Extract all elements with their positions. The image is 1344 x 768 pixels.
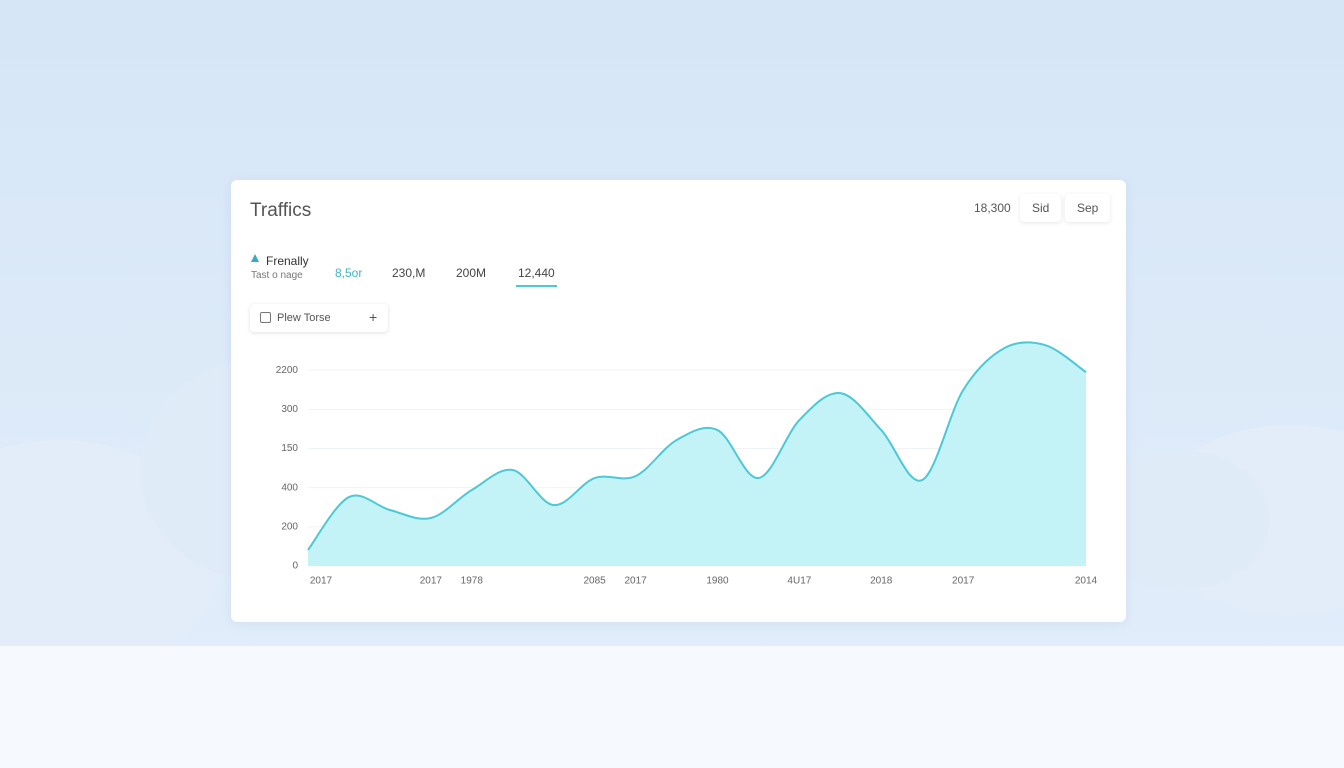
x-tick-label: 2017: [420, 576, 443, 587]
y-tick-label: 150: [281, 443, 298, 454]
y-tick-label: 0: [292, 561, 298, 572]
filter[interactable]: Plew Torse +: [250, 304, 388, 332]
button[interactable]: Sep: [1065, 194, 1111, 222]
button[interactable]: Sid: [1020, 194, 1062, 222]
legend-icon: [251, 254, 259, 262]
title: Traffics: [250, 200, 312, 221]
filter-label: Plew Torse: [277, 312, 331, 324]
x-tick-label: 1978: [461, 576, 484, 587]
stat[interactable]: 230,M: [392, 266, 426, 280]
x-tick-label: 2018: [870, 576, 893, 587]
x-tick-label: 4U17: [787, 576, 811, 587]
x-tick-label: 2085: [584, 576, 607, 587]
x-tick-label: 2017: [624, 576, 647, 587]
stat[interactable]: 8,5or: [335, 266, 363, 280]
y-tick-label: 200: [281, 521, 298, 532]
checkbox[interactable]: [260, 312, 271, 323]
stat[interactable]: 200M: [456, 266, 487, 280]
legend-label: Frenally: [266, 254, 309, 268]
legend-sublabel: Tast o nage: [251, 270, 303, 281]
x-tick-label: 1980: [706, 576, 729, 587]
y-tick-label: 400: [281, 482, 298, 493]
total: 18,300: [974, 201, 1011, 215]
x-tick-label: 2017: [310, 576, 333, 587]
stat[interactable]: 12,440: [516, 266, 557, 287]
line: [307, 341, 1087, 551]
floor: [0, 646, 1344, 768]
x-tick-label: 2017: [952, 576, 975, 587]
y-tick-label: 2200: [276, 365, 299, 376]
add-button[interactable]: +: [369, 309, 378, 325]
x-tick-label: 2014: [1075, 576, 1098, 587]
area: [308, 342, 1086, 566]
y-tick-label: 300: [281, 404, 298, 415]
